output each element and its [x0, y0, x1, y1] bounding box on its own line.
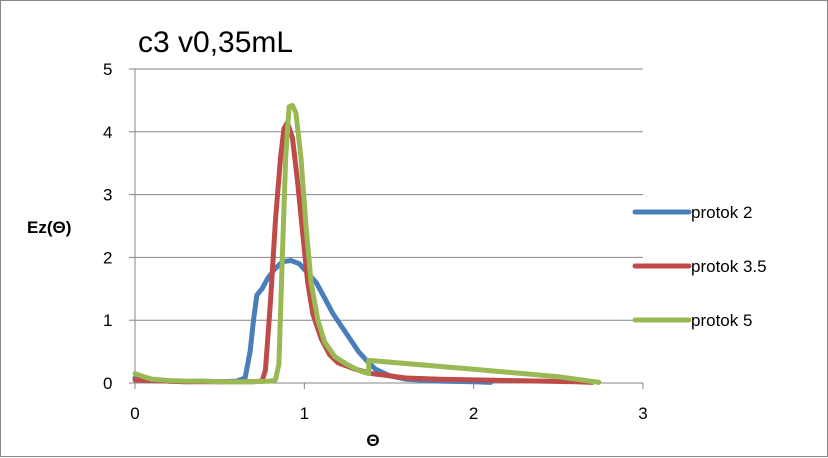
y-tick-label: 0	[103, 374, 112, 393]
legend-label: protok 2	[691, 203, 752, 222]
y-tick-label: 3	[103, 186, 112, 205]
gridlines	[135, 68, 643, 321]
series-line-2	[132, 119, 595, 385]
y-tick-label: 2	[103, 248, 112, 267]
series-lines	[132, 102, 602, 385]
y-axis-label: Ez(Θ)	[27, 218, 71, 237]
chart-title: c3 v0,35mL	[138, 26, 293, 59]
x-tick-label: 3	[638, 404, 647, 423]
x-tick-label: 0	[130, 404, 139, 423]
x-tick-label: 2	[469, 404, 478, 423]
y-tick-label: 1	[103, 311, 112, 330]
x-tick-label: 1	[300, 404, 309, 423]
legend-label: protok 5	[691, 311, 752, 330]
y-tick-label: 5	[103, 60, 112, 79]
series-line-3	[132, 102, 602, 385]
y-tick-label: 4	[103, 123, 112, 142]
legend-label: protok 3.5	[691, 257, 767, 276]
x-axis-label: Θ	[366, 431, 379, 450]
legend: protok 2 protok 3.5 protok 5	[632, 203, 767, 330]
